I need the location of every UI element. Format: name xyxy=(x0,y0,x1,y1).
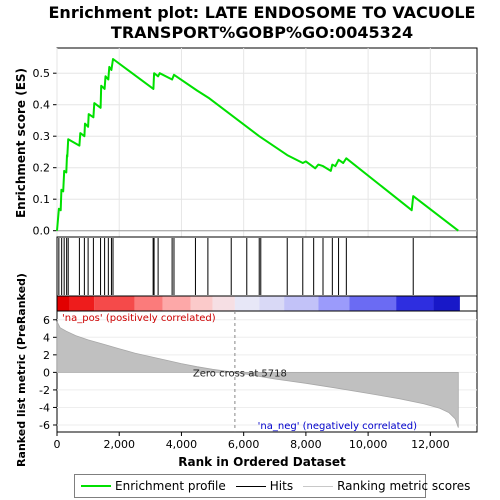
chart-title: Enrichment plot: LATE ENDOSOME TO VACUOL… xyxy=(49,3,476,42)
heatmap-band xyxy=(259,296,285,311)
enrichment-profile-line xyxy=(56,58,459,232)
x-axis: 0 2,000 4,000 6,000 8,000 10,000 12,000 xyxy=(54,432,450,451)
rank-y-tick-label: -2 xyxy=(39,384,50,397)
negative-correlation-label: 'na_neg' (negatively correlated) xyxy=(258,421,417,432)
heatmap-band xyxy=(284,296,319,311)
x-tick-label: 4,000 xyxy=(166,438,198,451)
heatmap-band xyxy=(162,296,191,311)
x-tick-label: 8,000 xyxy=(290,438,322,451)
legend-swatch-gray-line xyxy=(303,485,334,487)
es-y-tick-label: 0.3 xyxy=(33,130,51,143)
rank-y-tick-label: -6 xyxy=(39,419,50,432)
legend-item-enrichment-profile: Enrichment profile xyxy=(81,479,226,493)
es-y-tick-label: 0.4 xyxy=(33,99,51,112)
heatmap-band xyxy=(69,296,95,311)
chart-title-line-2: TRANSPORT%GOBP%GO:0045324 xyxy=(111,23,413,42)
hits-panel xyxy=(56,236,478,297)
rank-y-tick-label: 2 xyxy=(43,349,50,362)
rank-y-axis-label: Ranked list metric (PreRanked) xyxy=(15,273,28,467)
hits-panel-frame xyxy=(56,236,478,297)
es-y-tick-label: 0.1 xyxy=(33,193,51,206)
x-tick-label: 6,000 xyxy=(228,438,260,451)
heatmap-band xyxy=(234,296,260,311)
heatmap-band xyxy=(433,296,460,311)
es-y-tick-label: 0.2 xyxy=(33,162,51,175)
rank-y-tick-label: 6 xyxy=(43,314,50,327)
ranking-heatmap-bar xyxy=(56,295,478,312)
legend-label: Ranking metric scores xyxy=(337,479,471,493)
legend-swatch-green-line xyxy=(81,485,111,487)
es-panel: 0.0 0.1 0.2 0.3 0.4 0.5 xyxy=(33,47,478,238)
x-tick-label: 10,000 xyxy=(349,438,388,451)
chart-title-line-1: Enrichment plot: LATE ENDOSOME TO VACUOL… xyxy=(49,3,476,22)
x-tick-label: 12,000 xyxy=(411,438,450,451)
heatmap-band xyxy=(190,296,213,311)
rank-y-tick-label: 0 xyxy=(43,366,50,379)
legend-item-ranking-metric: Ranking metric scores xyxy=(303,479,470,493)
rank-y-tick-label: -4 xyxy=(39,401,50,414)
x-axis-label: Rank in Ordered Dataset xyxy=(178,455,346,469)
legend-label: Hits xyxy=(269,479,294,493)
es-y-tick-label: 0.5 xyxy=(33,67,51,80)
x-tick-label: 0 xyxy=(54,438,61,451)
legend-item-hits: Hits xyxy=(235,479,294,493)
heatmap-band xyxy=(57,296,70,311)
es-y-axis-label: Enrichment score (ES) xyxy=(14,68,28,218)
x-tick-label: 2,000 xyxy=(103,438,135,451)
heatmap-band xyxy=(318,296,350,311)
heatmap-band xyxy=(94,296,135,311)
heatmap-band xyxy=(396,296,434,311)
zero-cross-label: Zero cross at 5718 xyxy=(193,368,287,379)
legend-swatch-black-line xyxy=(235,485,266,487)
positive-correlation-label: 'na_pos' (positively correlated) xyxy=(62,313,216,324)
rank-metric-panel: -6 -4 -2 0 2 4 6 Zero cross at 5718 'na_pos' (po… xyxy=(39,310,478,433)
rank-y-tick-label: 4 xyxy=(43,331,50,344)
heatmap-band xyxy=(212,296,235,311)
es-y-tick-label: 0.0 xyxy=(33,225,51,238)
ranking-metric-area xyxy=(56,321,459,428)
heatmap-band xyxy=(134,296,163,311)
legend: Enrichment profile Hits Ranking metric s… xyxy=(74,474,470,498)
legend-label: Enrichment profile xyxy=(115,479,226,493)
heatmap-band xyxy=(349,296,397,311)
